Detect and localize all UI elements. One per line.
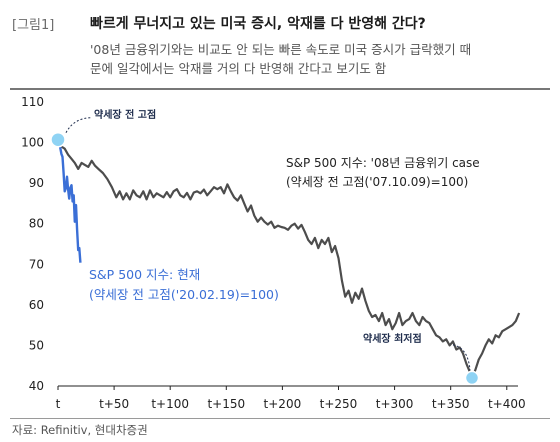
annotations: S&P 500 지수: '08년 금융위기 case (약세장 전 고점('07… — [50, 108, 480, 386]
x-tick-label: t+300 — [376, 397, 414, 411]
trough-callout-connector — [452, 344, 471, 370]
peak-callout-connector — [65, 117, 93, 133]
chart-title: 빠르게 무너지고 있는 미국 증시, 악재를 다 반영해 간다? — [90, 16, 426, 32]
source-note: 자료: Refinitiv, 현대차증권 — [12, 423, 148, 437]
trough-marker — [464, 370, 480, 386]
subtitle-line: 문에 일각에서는 악재를 거의 다 반영해 간다고 보기도 함 — [90, 61, 387, 76]
chart-subtitle: '08년 금융위기와는 비교도 안 되는 빠른 속도로 미국 증시가 급락했기 … — [90, 40, 555, 78]
current-series-line — [57, 141, 82, 263]
y-tick-label: 60 — [29, 298, 44, 312]
current-series-label: S&P 500 지수: 현재 — [89, 267, 200, 282]
x-tick-label: t+150 — [207, 397, 245, 411]
trough-callout: 약세장 최저점 — [363, 332, 422, 345]
gfc-series-label: S&P 500 지수: '08년 금융위기 case — [286, 156, 480, 170]
y-tick-label: 40 — [29, 379, 44, 393]
x-tick-label: t+250 — [320, 397, 358, 411]
axes: 40 50 60 70 80 90 100 110 t t+50 t+100 t+150 t+200 t+… — [21, 95, 526, 411]
y-tick-label: 90 — [29, 176, 44, 190]
gfc-series-sublabel: (약세장 전 고점('07.10.09)=100) — [286, 174, 468, 189]
footer-divider — [10, 418, 550, 419]
x-tick-label: t+100 — [151, 397, 189, 411]
header-divider — [10, 88, 550, 90]
subtitle-line: '08년 금융위기와는 비교도 안 되는 빠른 속도로 미국 증시가 급락했기 … — [90, 42, 472, 57]
x-tick-label: t+200 — [264, 397, 302, 411]
y-tick-label: 100 — [21, 136, 44, 150]
series-lines — [57, 141, 521, 379]
prior-peak-marker — [50, 131, 66, 148]
x-tick-label: t+400 — [488, 397, 526, 411]
gfc-series-line — [57, 141, 521, 379]
y-tick-label: 80 — [29, 217, 44, 231]
x-tick-label: t+50 — [99, 397, 129, 411]
figure-label: [그림1] — [12, 18, 55, 33]
x-tick-label: t — [56, 397, 61, 411]
current-series-sublabel: (약세장 전 고점('20.02.19)=100) — [89, 287, 279, 302]
y-tick-label: 110 — [21, 95, 44, 109]
prior-peak-callout: 약세장 전 고점 — [94, 108, 156, 121]
x-tick-label: t+350 — [432, 397, 470, 411]
y-tick-label: 70 — [29, 257, 44, 271]
y-tick-label: 50 — [29, 338, 44, 352]
